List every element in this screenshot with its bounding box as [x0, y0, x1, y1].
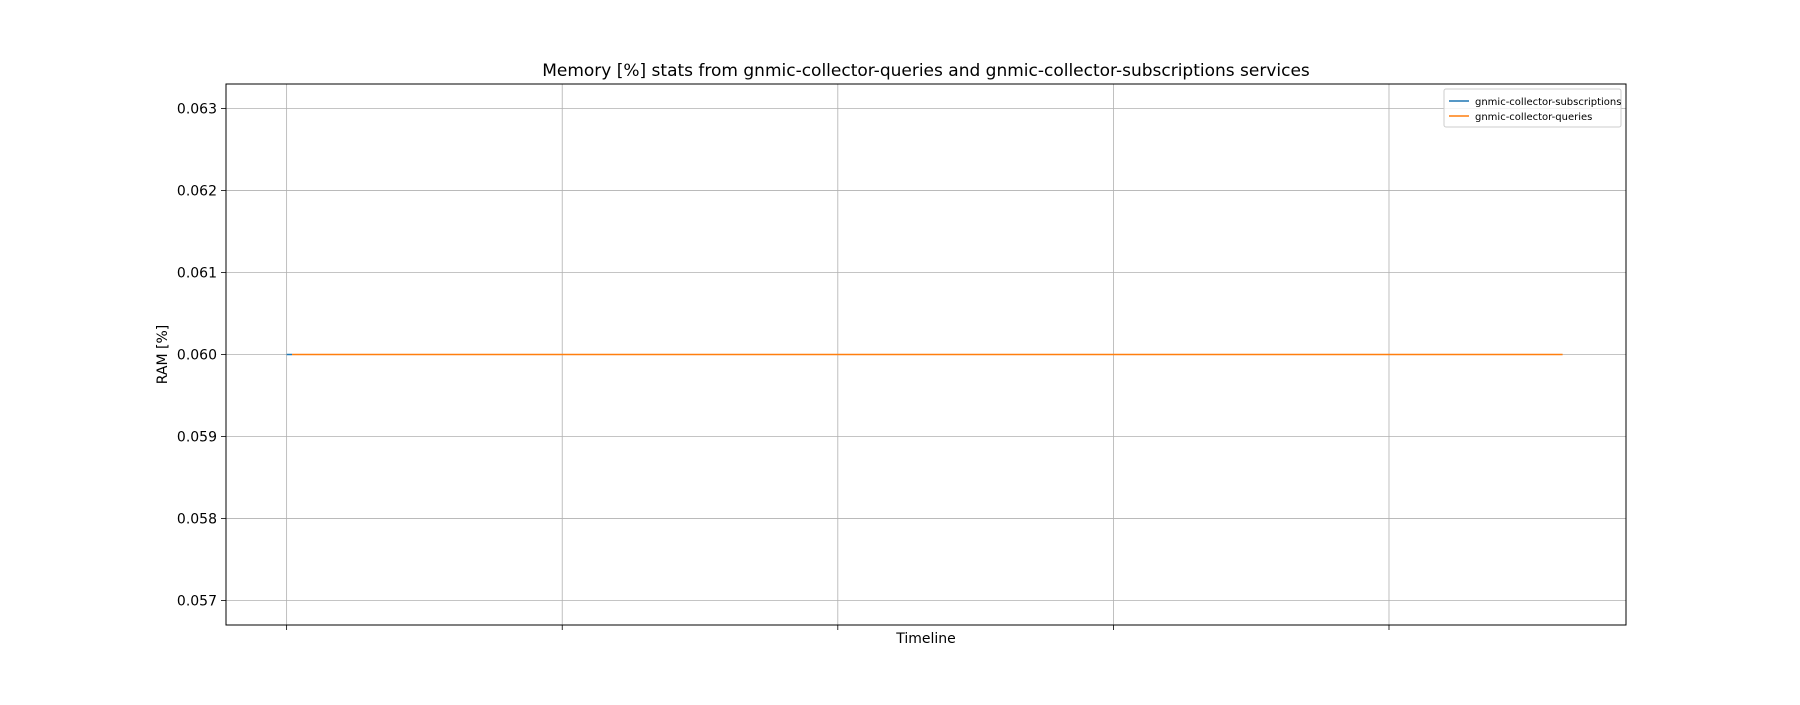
y-axis-label: RAM [%]: [155, 325, 171, 385]
y-tick-label: 0.063: [177, 102, 217, 118]
legend-entry-label: gnmic-collector-subscriptions: [1475, 97, 1621, 108]
axis-ticks: 0.057 0.058 0.059 0.060 0.061 0.062 0.063: [177, 102, 1390, 630]
y-tick-label: 0.059: [177, 429, 217, 445]
chart-title: Memory [%] stats from gnmic-collector-qu…: [542, 61, 1310, 81]
legend: gnmic-collector-subscriptions gnmic-colle…: [1443, 88, 1622, 128]
y-tick-label: 0.061: [177, 266, 217, 282]
legend-entry-label: gnmic-collector-queries: [1475, 112, 1592, 123]
x-axis-label: Timeline: [895, 631, 956, 647]
y-tick-label: 0.058: [177, 511, 217, 527]
y-tick-label: 0.060: [177, 348, 217, 364]
legend-box: [1443, 88, 1622, 128]
y-tick-label: 0.057: [177, 593, 217, 609]
y-tick-label: 0.062: [177, 184, 217, 200]
